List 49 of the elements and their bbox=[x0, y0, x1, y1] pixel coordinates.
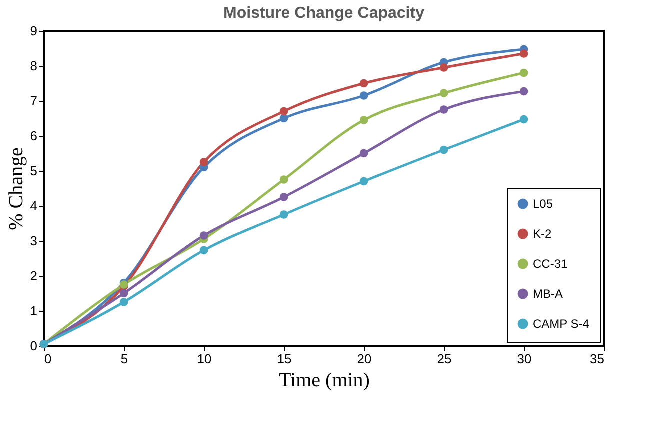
x-tick-label: 25 bbox=[437, 352, 452, 366]
legend-label: CAMP S-4 bbox=[533, 317, 590, 331]
point bbox=[280, 210, 288, 219]
point bbox=[360, 177, 368, 186]
y-tick-label: 8 bbox=[30, 58, 38, 74]
point bbox=[520, 87, 528, 96]
point bbox=[280, 107, 288, 116]
point bbox=[440, 89, 448, 98]
point bbox=[440, 64, 448, 72]
point bbox=[360, 116, 368, 124]
legend-label: MB-A bbox=[533, 287, 563, 301]
point bbox=[360, 92, 368, 100]
point bbox=[440, 146, 448, 154]
y-tick-label: 7 bbox=[30, 94, 38, 108]
legend-label: L05 bbox=[533, 197, 554, 211]
point bbox=[120, 298, 128, 306]
point bbox=[520, 50, 528, 58]
x-tick-label: 10 bbox=[197, 352, 212, 366]
point bbox=[520, 68, 528, 78]
y-tick-label: 6 bbox=[30, 128, 38, 144]
point bbox=[200, 158, 208, 166]
x-tick-label: 20 bbox=[357, 352, 372, 366]
point bbox=[280, 176, 288, 184]
y-tick-label: 5 bbox=[30, 164, 38, 178]
y-tick-label: 9 bbox=[30, 24, 38, 38]
y-tick-label: 4 bbox=[30, 198, 38, 214]
point bbox=[280, 193, 288, 202]
x-tick-label: 30 bbox=[517, 352, 532, 366]
y-tick-label: 0 bbox=[30, 338, 38, 354]
point bbox=[360, 149, 368, 158]
y-axis-title: % Change bbox=[5, 148, 28, 230]
legend-label: CC-31 bbox=[533, 257, 568, 271]
y-tick-label: 3 bbox=[30, 234, 38, 248]
x-tick-label: 0 bbox=[44, 352, 52, 366]
y-tick-label: 2 bbox=[30, 268, 38, 284]
legend-label: K-2 bbox=[533, 227, 552, 241]
point bbox=[200, 246, 208, 255]
chart-title: Moisture Change Capacity bbox=[224, 5, 425, 22]
point bbox=[520, 115, 528, 124]
point bbox=[120, 289, 128, 298]
y-tick-label: 1 bbox=[30, 304, 38, 318]
point bbox=[200, 232, 208, 240]
x-tick-label: 15 bbox=[277, 352, 292, 366]
x-tick-label: 35 bbox=[590, 352, 604, 366]
x-axis-title: Time (min) bbox=[279, 370, 370, 392]
point bbox=[360, 79, 368, 88]
point bbox=[440, 106, 448, 114]
x-tick-label: 5 bbox=[120, 352, 128, 366]
point bbox=[280, 114, 288, 123]
